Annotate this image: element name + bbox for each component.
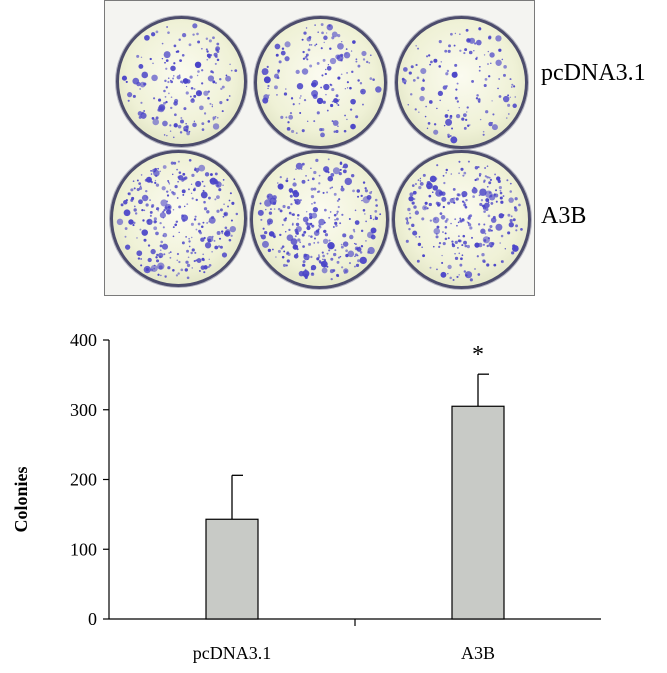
x-category-label: pcDNA3.1 bbox=[193, 643, 272, 663]
plate-row-label-a3b: A3B bbox=[541, 203, 587, 229]
culture-dish bbox=[116, 16, 247, 147]
culture-dish bbox=[110, 150, 247, 287]
colony-plates-photo bbox=[104, 0, 535, 296]
x-category-label: A3B bbox=[461, 643, 495, 663]
y-axis-title: Colonies bbox=[11, 466, 31, 532]
y-tick-label: 100 bbox=[70, 539, 97, 559]
y-tick-label: 0 bbox=[88, 609, 97, 629]
culture-dish bbox=[254, 16, 387, 149]
y-tick-label: 400 bbox=[70, 330, 97, 350]
significance-asterisk: * bbox=[472, 342, 484, 368]
plate-row-label-pcdna: pcDNA3.1 bbox=[541, 60, 646, 86]
bar bbox=[205, 518, 259, 620]
y-tick-label: 200 bbox=[70, 470, 97, 490]
culture-dish bbox=[395, 16, 528, 149]
culture-dish bbox=[392, 150, 531, 289]
culture-dish bbox=[250, 150, 389, 289]
colony-count-bar-chart: 0 100 200 300 400 Colonies pcDNA3.1 * A3B bbox=[11, 330, 601, 663]
bar bbox=[451, 405, 505, 620]
y-tick-label: 300 bbox=[70, 400, 97, 420]
